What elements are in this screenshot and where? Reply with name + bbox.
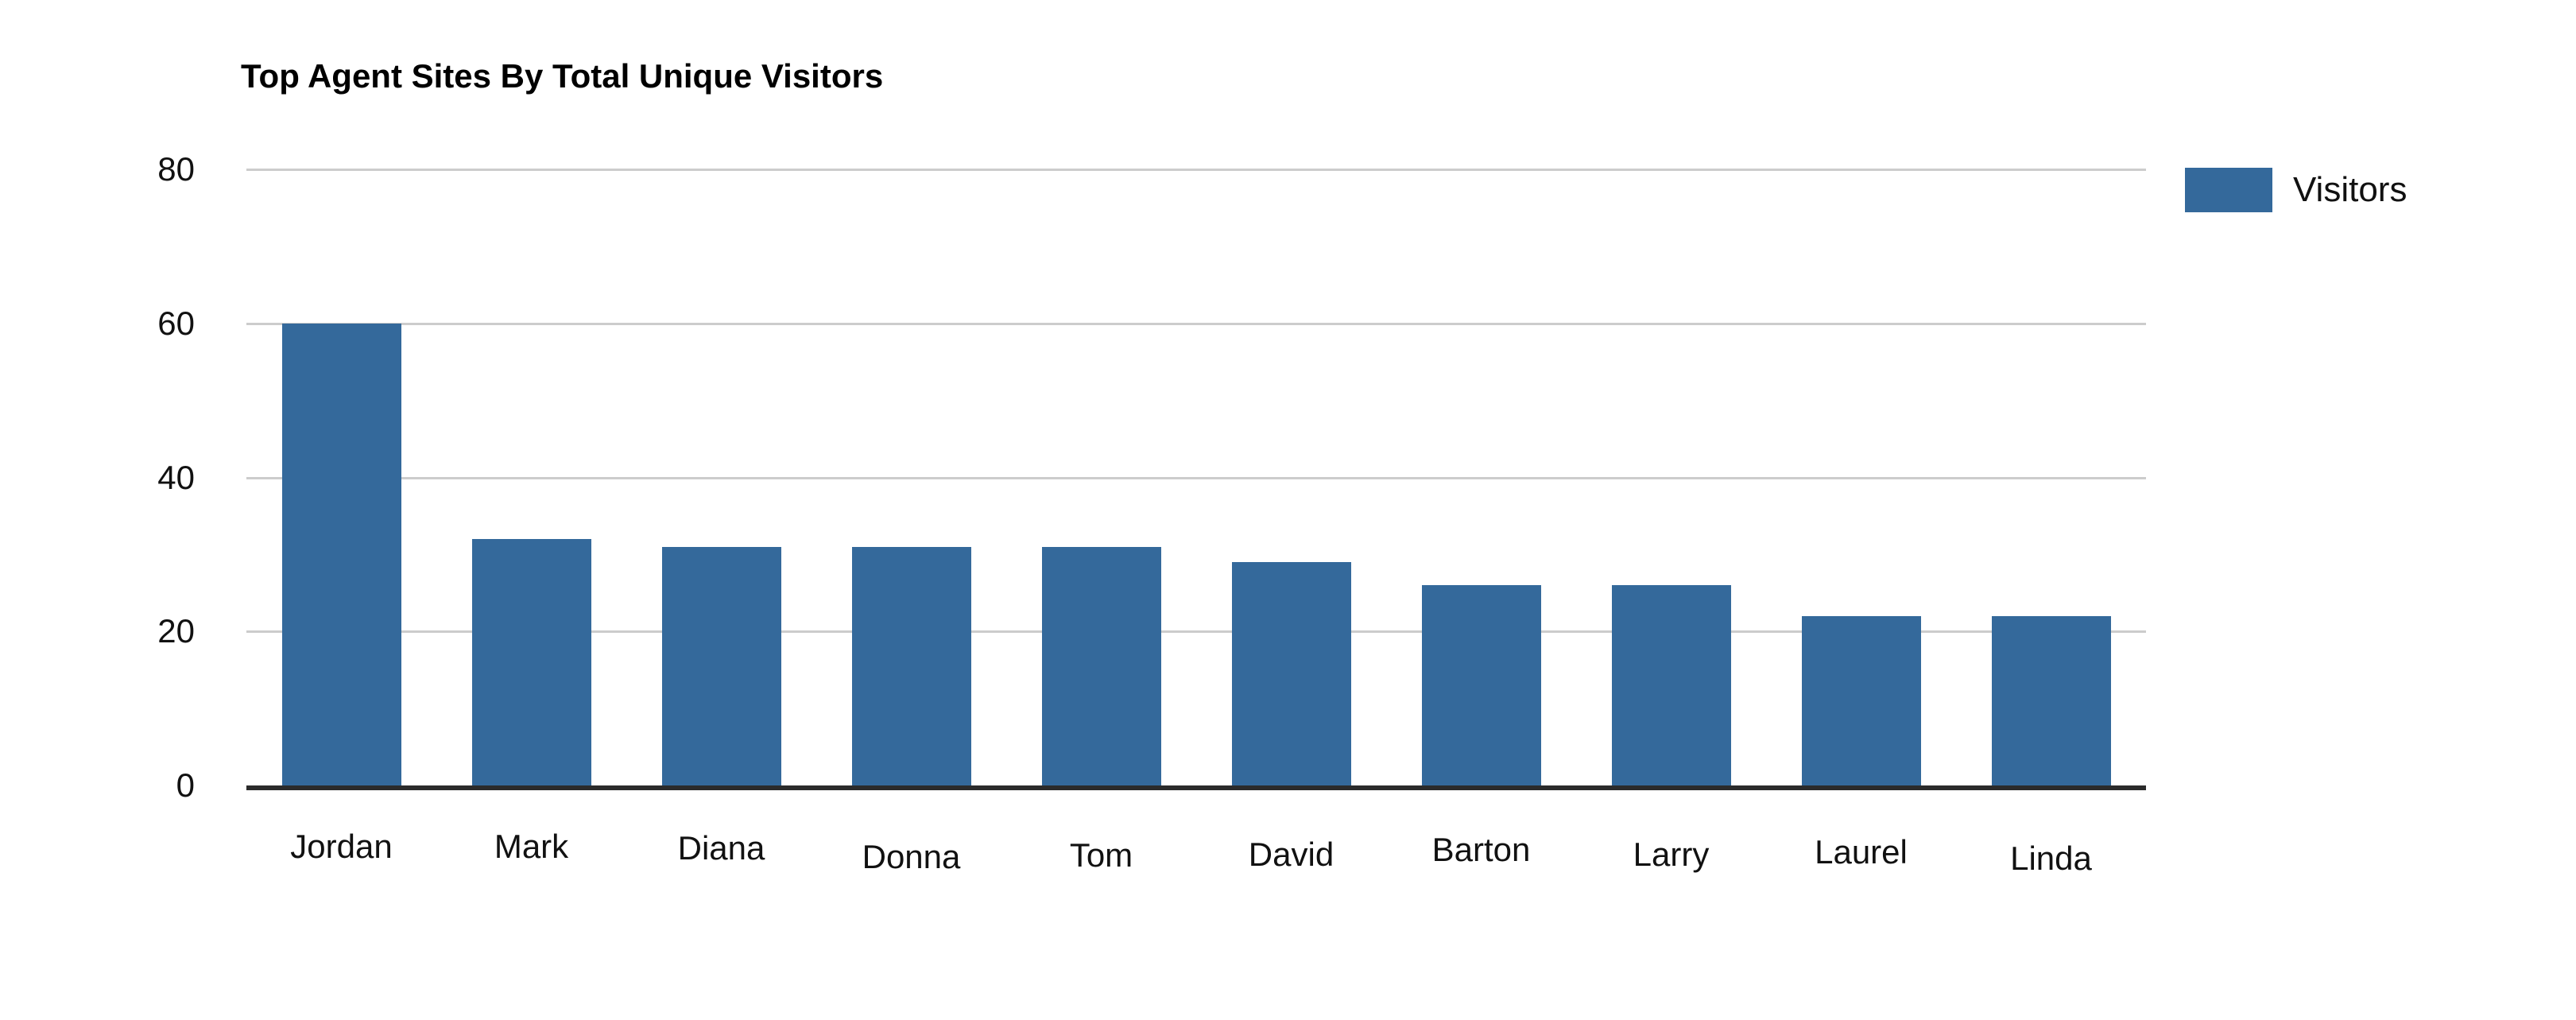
legend: Visitors xyxy=(2185,168,2407,212)
bar-tom xyxy=(1041,546,1161,785)
x-label-donna: Donna xyxy=(862,838,961,875)
bar-donna xyxy=(851,546,971,785)
x-label-jordan: Jordan xyxy=(290,828,393,865)
bar-mark xyxy=(471,539,591,785)
bar-david xyxy=(1231,562,1351,785)
x-label-tom: Tom xyxy=(1069,836,1133,874)
x-label-laurel: Laurel xyxy=(1815,833,1908,871)
x-axis-line xyxy=(246,785,2146,790)
gridline-40 xyxy=(246,476,2146,479)
bar-diana xyxy=(661,546,781,785)
x-label-barton: Barton xyxy=(1431,831,1531,868)
legend-label-visitors: Visitors xyxy=(2293,170,2407,209)
y-tick-label-60: 60 xyxy=(157,304,195,342)
x-label-diana: Diana xyxy=(677,829,765,867)
x-label-david: David xyxy=(1248,836,1334,873)
y-tick-label-0: 0 xyxy=(176,766,195,804)
bar-laurel xyxy=(1801,615,1921,785)
y-tick-label-80: 80 xyxy=(157,150,195,188)
legend-swatch-visitors xyxy=(2185,168,2272,212)
chart-title: Top Agent Sites By Total Unique Visitors xyxy=(241,57,884,95)
bar-larry xyxy=(1611,585,1731,785)
x-label-linda: Linda xyxy=(2010,840,2092,877)
bar-linda xyxy=(1991,615,2111,785)
x-label-mark: Mark xyxy=(494,828,569,865)
x-label-larry: Larry xyxy=(1633,836,1710,873)
bar-barton xyxy=(1421,585,1541,785)
gridline-80 xyxy=(246,169,2146,171)
y-tick-label-20: 20 xyxy=(157,612,195,650)
gridline-20 xyxy=(246,630,2146,634)
gridline-60 xyxy=(246,322,2146,325)
y-tick-label-40: 40 xyxy=(157,458,195,496)
plot-area xyxy=(246,169,2146,790)
bar-jordan xyxy=(281,323,401,785)
